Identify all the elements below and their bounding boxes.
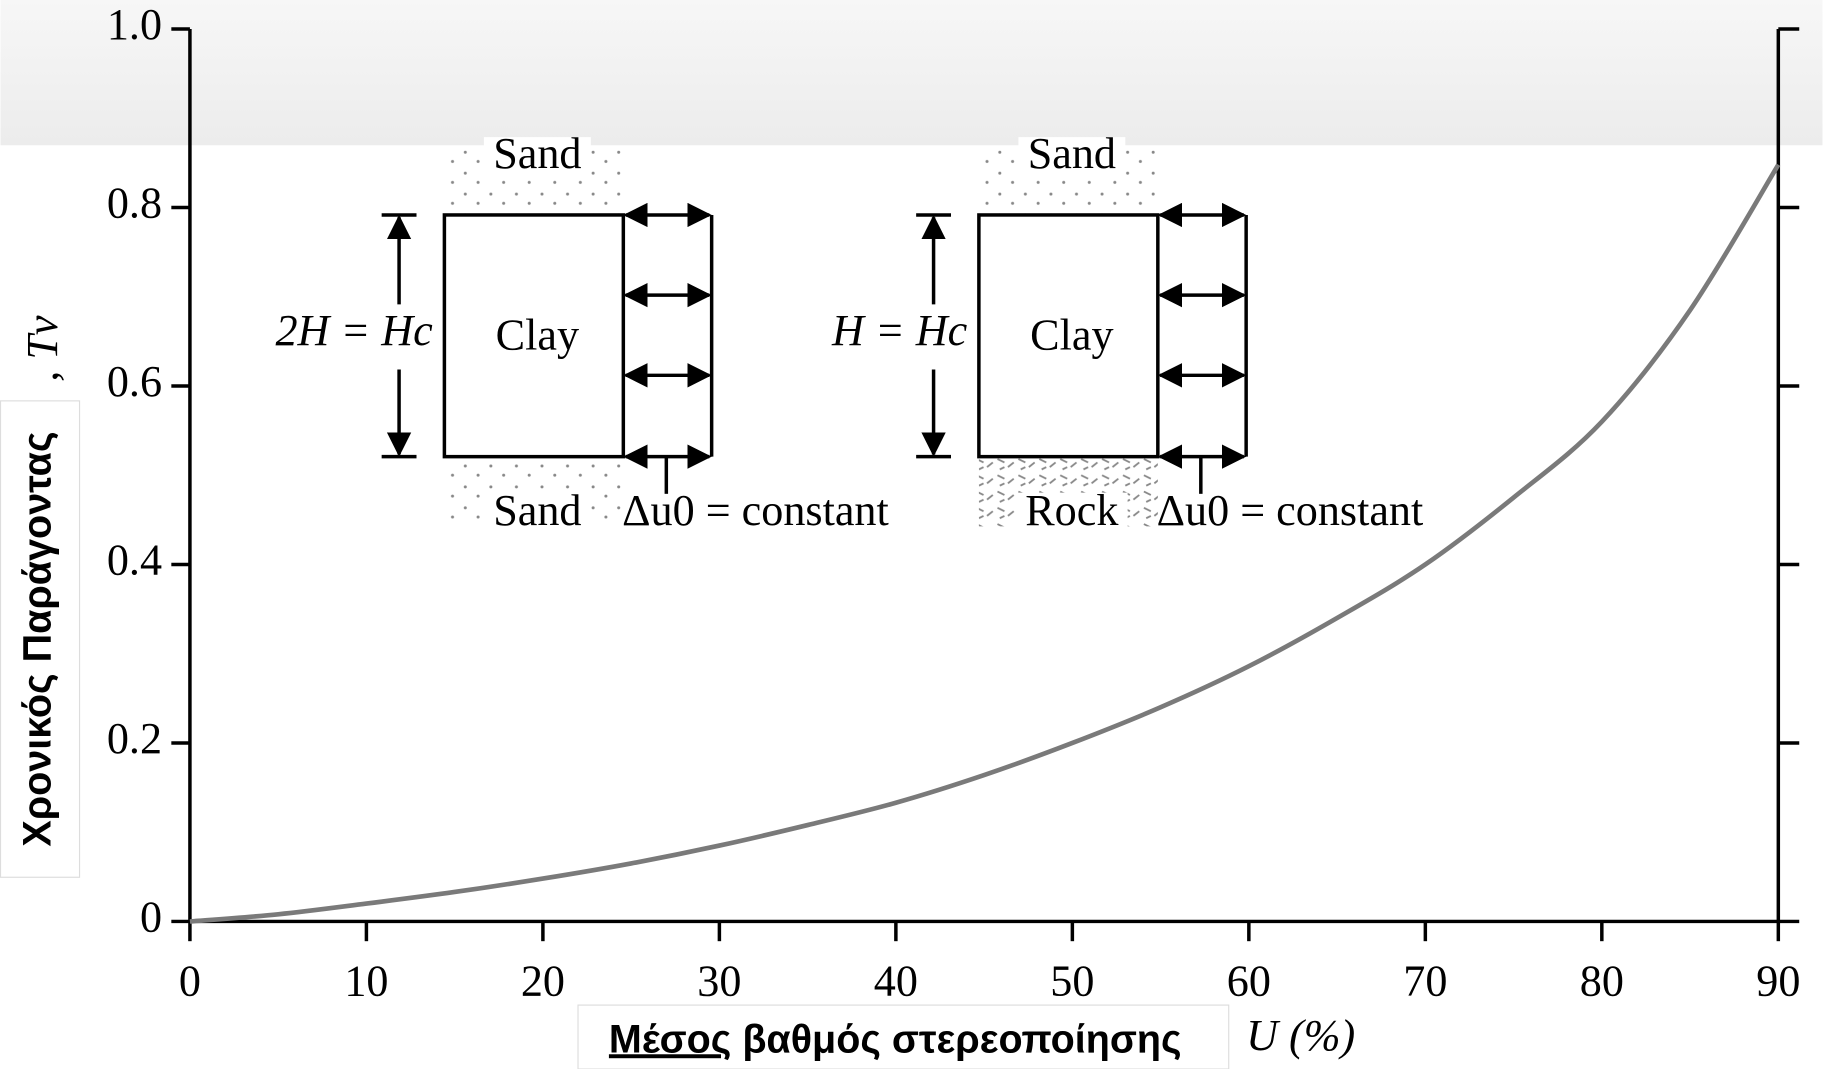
chart: Clay Sand Sand 2H = Hc Δu0 = constant Cl… [0,0,1823,1069]
y-tick-label: 1.0 [107,0,162,49]
diagram: Clay Sand Rock H = Hc Δu0 = constant [831,129,1423,537]
bottom-label: Sand [493,486,581,535]
x-tick-label: 0 [179,956,201,1005]
x-label-underlined: Μέσος [609,1018,731,1062]
x-label: Μέσος βαθμός στερεοποίησης [609,1018,1182,1062]
height-label: H = Hc [831,306,968,355]
top-label: Sand [493,129,581,178]
x-tick-label: 60 [1227,956,1271,1005]
x-label-rest: βαθμός στερεοποίησης [731,1018,1181,1062]
page: {"chart_data": {"type": "line", "x_label… [0,0,1823,1069]
height-label: 2H = Hc [275,306,433,355]
x-tick-label: 50 [1050,956,1094,1005]
top-label: Sand [1028,129,1116,178]
load-label: Δu0 = constant [1157,486,1424,535]
load-label: Δu0 = constant [622,486,889,535]
clay-label: Clay [496,310,579,359]
x-tick-label: 30 [697,956,741,1005]
y-tick-label: 0.4 [107,536,162,585]
y-label-fragment: , Tv [18,315,67,382]
x-tick-label: 40 [874,956,918,1005]
x-tick-label: 70 [1403,956,1447,1005]
y-tick-label: 0.2 [107,714,162,763]
x-tick-label: 80 [1580,956,1624,1005]
y-tick-label: 0 [140,893,162,942]
diagram: Clay Sand Sand 2H = Hc Δu0 = constant [275,129,888,537]
x-tick-label: 20 [521,956,565,1005]
y-tick-label: 0.8 [107,179,162,228]
clay-label: Clay [1030,310,1113,359]
y-tick-label: 0.6 [107,357,162,406]
bottom-label: Rock [1025,486,1119,535]
x-tick-label: 90 [1756,956,1800,1005]
x-label-tail: U (%) [1246,1011,1355,1060]
top-band [1,0,1823,145]
x-tick-label: 10 [344,956,388,1005]
y-label: Χρονικός Παράγοντας [15,431,59,846]
data-line [190,165,1778,922]
